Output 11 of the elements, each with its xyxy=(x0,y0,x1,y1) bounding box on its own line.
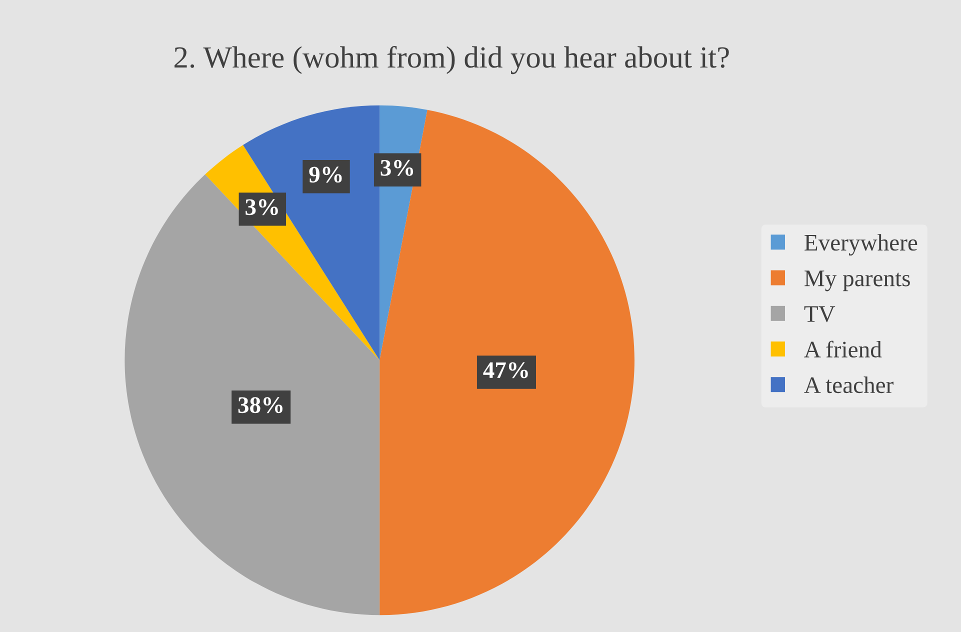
chart-title: 2. Where (wohm from) did you hear about it? xyxy=(174,46,729,74)
legend-label: A friend xyxy=(804,340,882,358)
legend-label: Everywhere xyxy=(804,234,918,256)
legend-label: TV xyxy=(804,306,836,322)
data-label: 47% xyxy=(483,362,528,378)
legend-label: My parents xyxy=(804,270,910,292)
legend-label: A teacher xyxy=(804,376,894,394)
data-label: 3% xyxy=(380,160,414,176)
data-label: 3% xyxy=(246,199,278,216)
data-label: 38% xyxy=(238,397,282,414)
data-label: 9% xyxy=(309,166,342,183)
